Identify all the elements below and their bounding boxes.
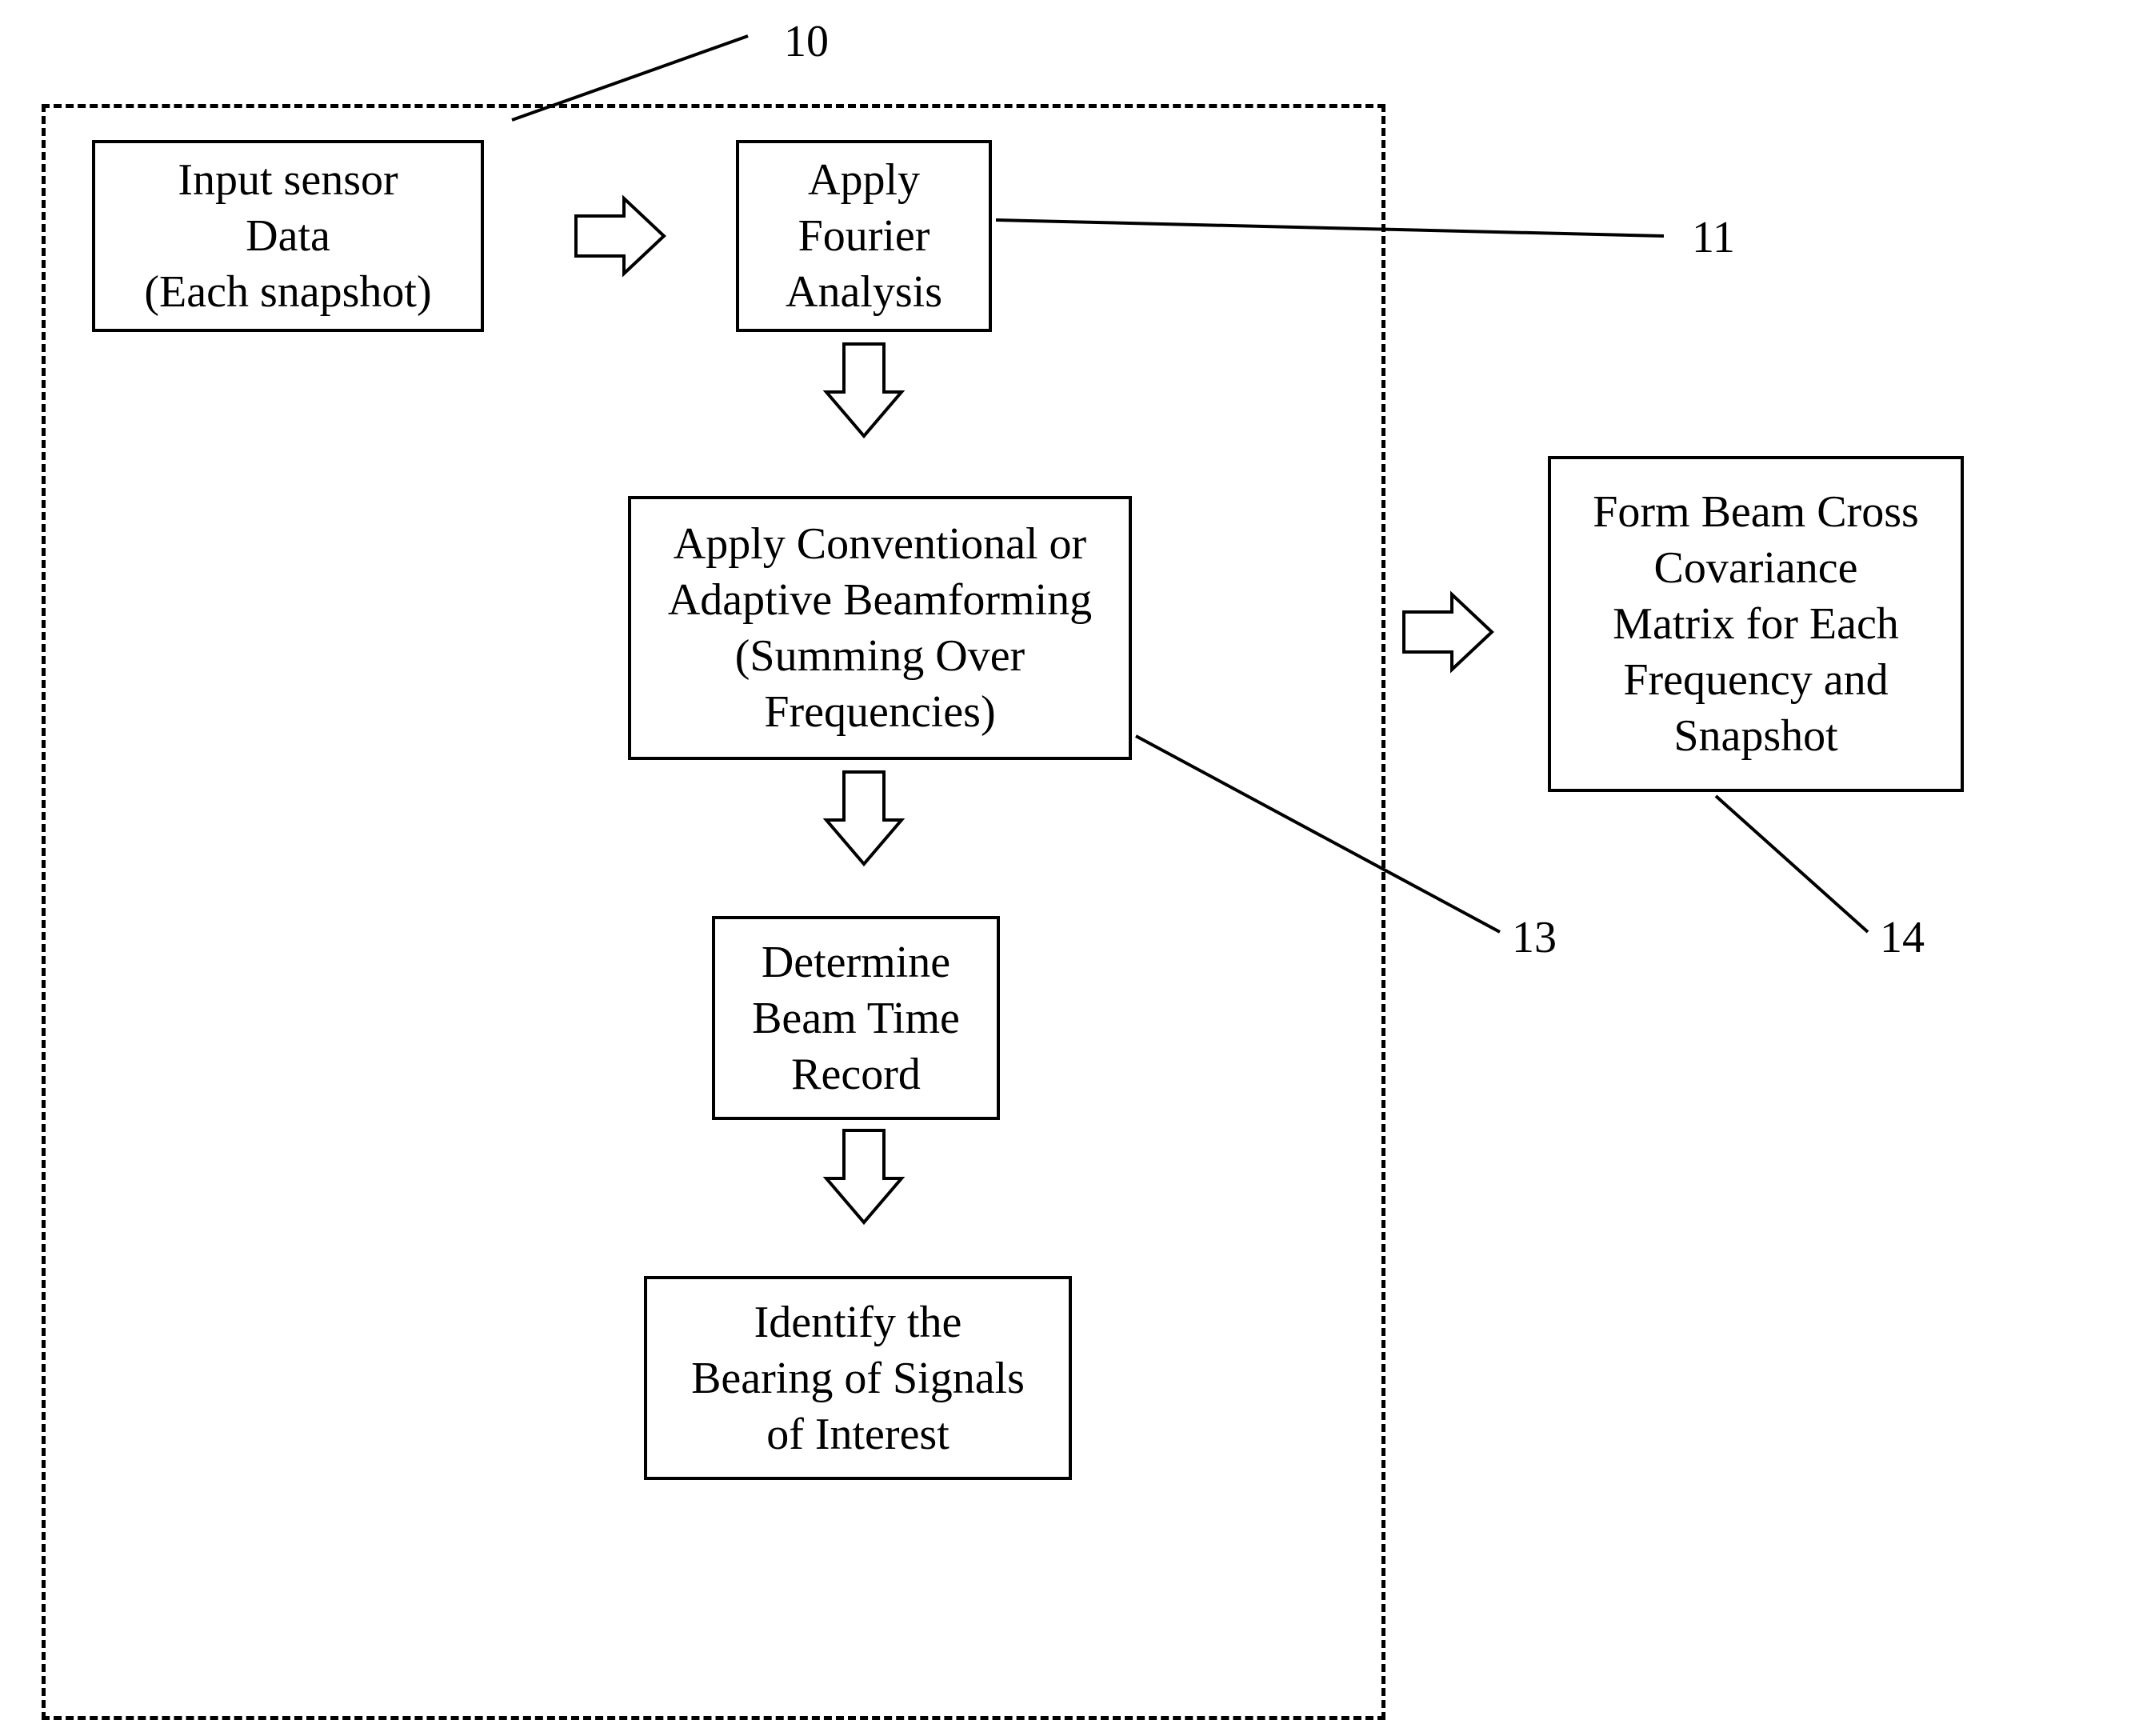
box-input-sensor-text: Input sensorData(Each snapshot) bbox=[144, 152, 431, 320]
box-beam-time: DetermineBeam TimeRecord bbox=[712, 916, 1000, 1120]
box-fourier: ApplyFourierAnalysis bbox=[736, 140, 992, 332]
box-input-sensor: Input sensorData(Each snapshot) bbox=[92, 140, 484, 332]
box-beamforming: Apply Conventional orAdaptive Beamformin… bbox=[628, 496, 1132, 760]
arrow-right-2 bbox=[1404, 594, 1492, 670]
label-14: 14 bbox=[1880, 912, 1925, 963]
label-10: 10 bbox=[784, 16, 829, 67]
box-fourier-text: ApplyFourierAnalysis bbox=[786, 152, 942, 320]
box-identify: Identify theBearing of Signalsof Interes… bbox=[644, 1276, 1072, 1480]
box-beam-time-text: DetermineBeam TimeRecord bbox=[752, 934, 960, 1102]
label-11: 11 bbox=[1692, 212, 1735, 263]
box-covariance-text: Form Beam CrossCovarianceMatrix for Each… bbox=[1593, 484, 1919, 764]
box-identify-text: Identify theBearing of Signalsof Interes… bbox=[691, 1294, 1025, 1462]
box-beamforming-text: Apply Conventional orAdaptive Beamformin… bbox=[668, 516, 1092, 740]
label-13: 13 bbox=[1512, 912, 1557, 963]
box-covariance: Form Beam CrossCovarianceMatrix for Each… bbox=[1548, 456, 1964, 792]
